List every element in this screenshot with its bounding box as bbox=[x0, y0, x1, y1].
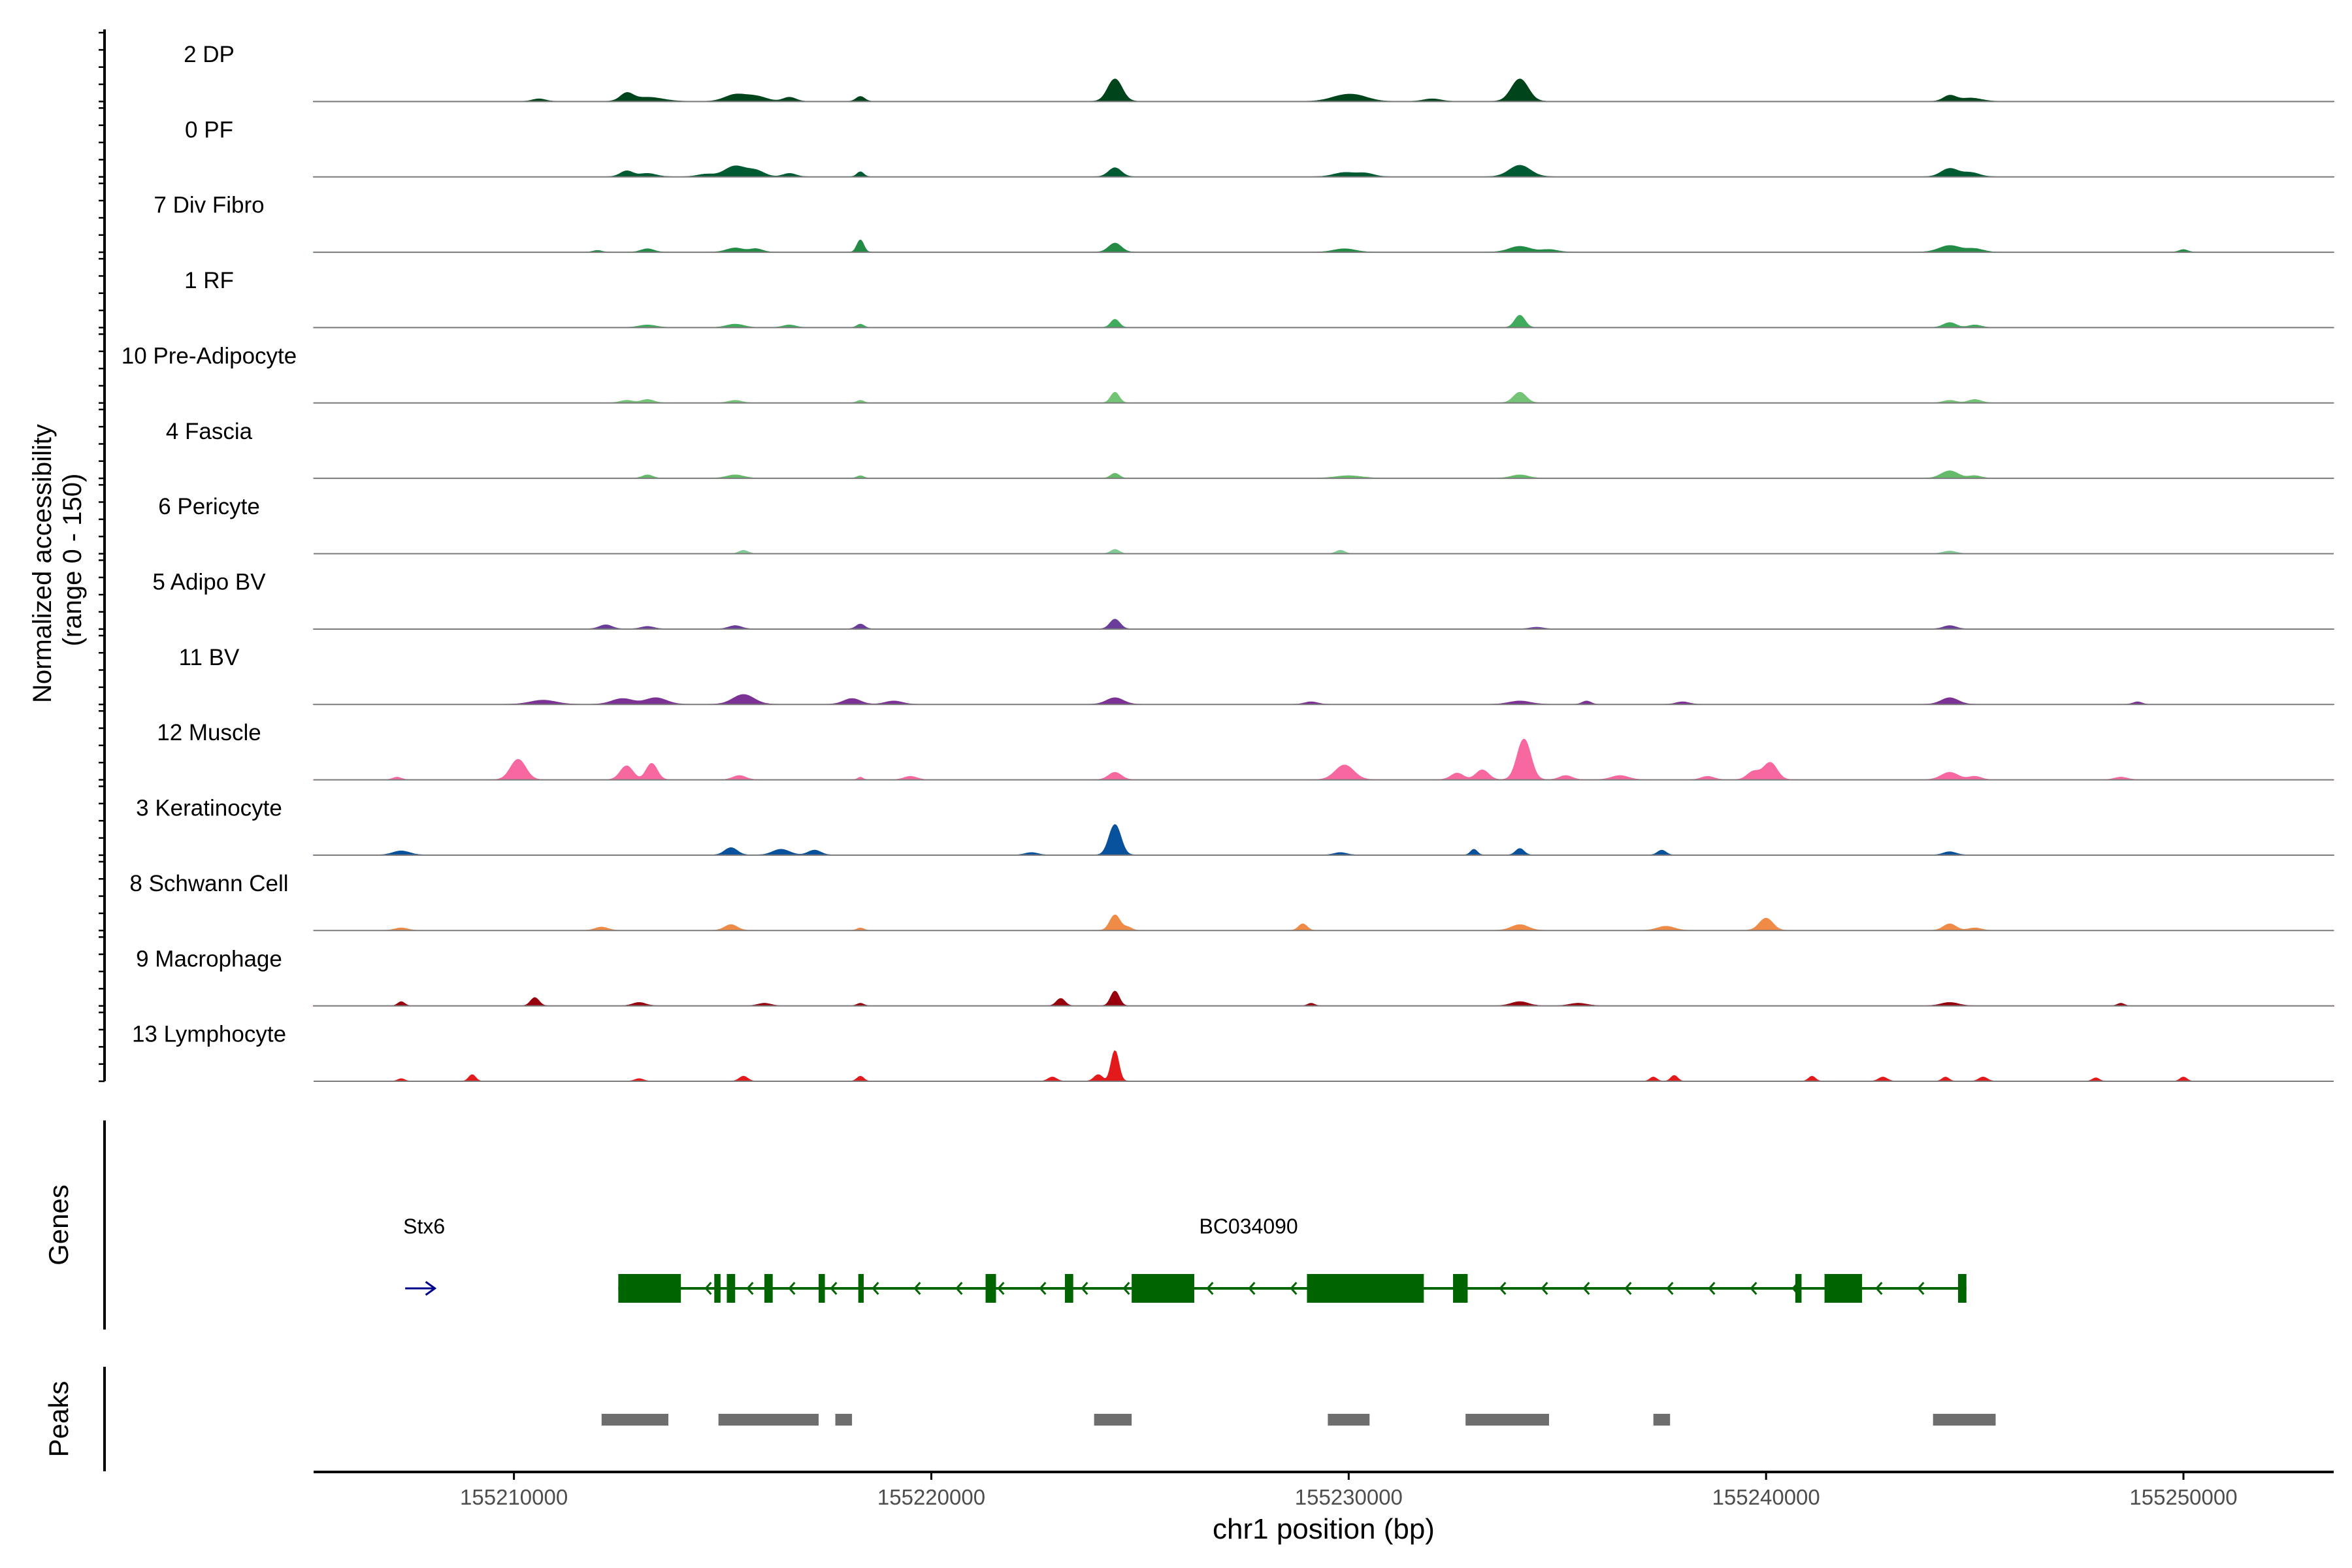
strand-chevron bbox=[1624, 1282, 1632, 1295]
peak-panel: Peaks bbox=[43, 1367, 1996, 1471]
strand-chevron bbox=[1499, 1282, 1507, 1295]
track-label: 5 Adipo BV bbox=[152, 570, 266, 595]
peak-region bbox=[1465, 1414, 1549, 1426]
peaks-panel-label: Peaks bbox=[43, 1381, 74, 1458]
strand-chevron bbox=[1708, 1282, 1716, 1295]
track-label: 9 Macrophage bbox=[136, 946, 282, 972]
track-label: 12 Muscle bbox=[157, 720, 261, 745]
track-label: 13 Lymphocyte bbox=[132, 1022, 286, 1047]
track-label: 7 Div Fibro bbox=[154, 193, 264, 218]
gene-label: Stx6 bbox=[403, 1215, 445, 1238]
strand-chevron bbox=[1206, 1282, 1214, 1295]
track-1-rf: 1 RF bbox=[99, 257, 2334, 329]
gene-exon bbox=[1795, 1274, 1802, 1303]
genes-panel-label: Genes bbox=[43, 1184, 74, 1266]
strand-chevron bbox=[788, 1282, 796, 1295]
x-tick-label: 155220000 bbox=[877, 1485, 985, 1509]
strand-chevron bbox=[1248, 1282, 1256, 1295]
gene-exon bbox=[1064, 1274, 1073, 1303]
track-label: 11 BV bbox=[179, 645, 240, 670]
track-label: 3 Keratinocyte bbox=[136, 796, 282, 821]
peak-region bbox=[1094, 1414, 1132, 1426]
track-label: 6 Pericyte bbox=[158, 494, 260, 519]
strand-chevron bbox=[1290, 1282, 1298, 1295]
track-label: 1 RF bbox=[184, 268, 234, 293]
track-13-lymphocyte: 13 Lymphocyte bbox=[99, 1011, 2334, 1083]
strand-chevron bbox=[704, 1282, 712, 1295]
x-tick-label: 155230000 bbox=[1295, 1485, 1403, 1509]
y-axis-label: Normalized accessibility (range 0 - 150) bbox=[28, 417, 87, 703]
track-9-macrophage: 9 Macrophage bbox=[99, 936, 2334, 1007]
gene-exon bbox=[618, 1274, 681, 1303]
track-2-dp: 2 DP bbox=[99, 31, 2334, 103]
track-12-muscle: 12 Muscle bbox=[99, 710, 2334, 781]
gene-panel: Genes Stx6 BC034090 bbox=[43, 1120, 1967, 1330]
peak-region bbox=[1933, 1414, 1996, 1426]
strand-chevron bbox=[1039, 1282, 1047, 1295]
strand-chevron bbox=[1122, 1282, 1130, 1295]
track-label: 0 PF bbox=[185, 117, 233, 142]
strand-chevron bbox=[1750, 1282, 1757, 1295]
strand-chevron bbox=[872, 1282, 879, 1295]
peak-region bbox=[601, 1414, 669, 1426]
strand-chevron bbox=[1541, 1282, 1548, 1295]
strand-chevron bbox=[1666, 1282, 1674, 1295]
strand-chevron bbox=[1081, 1282, 1088, 1295]
strand-chevron bbox=[913, 1282, 921, 1295]
track-label: 2 DP bbox=[184, 42, 235, 67]
gene-exon bbox=[1453, 1274, 1468, 1303]
track-4-fascia: 4 Fascia bbox=[99, 408, 2334, 480]
strand-chevron bbox=[746, 1282, 754, 1295]
track-label: 4 Fascia bbox=[166, 419, 253, 444]
x-tick-label: 155210000 bbox=[460, 1485, 568, 1509]
gene-exon bbox=[1307, 1274, 1424, 1303]
x-tick-label: 155250000 bbox=[2129, 1485, 2237, 1509]
track-label: 10 Pre-Adipocyte bbox=[122, 343, 297, 368]
track-7-div-fibro: 7 Div Fibro bbox=[99, 182, 2334, 253]
track-8-schwann-cell: 8 Schwann Cell bbox=[99, 860, 2334, 932]
x-axis: 155210000 155220000 155230000 155240000 1552… bbox=[314, 1471, 2334, 1509]
gene-exon bbox=[858, 1274, 864, 1303]
coverage-tracks: 2 DP 0 PF 7 Div Fibro 1 RF 10 Pre-Adipocyte 4… bbox=[99, 29, 2334, 1083]
strand-chevron bbox=[997, 1282, 1005, 1295]
strand-chevron bbox=[1917, 1282, 1925, 1295]
track-label: 8 Schwann Cell bbox=[129, 871, 288, 896]
gene-exon bbox=[1132, 1274, 1194, 1303]
peak-region bbox=[835, 1414, 853, 1426]
gene-exon bbox=[1824, 1274, 1863, 1303]
gene-stx6: Stx6 bbox=[403, 1215, 445, 1296]
gene-exon bbox=[764, 1274, 773, 1303]
track-3-keratinocyte: 3 Keratinocyte bbox=[99, 785, 2334, 857]
track-0-pf: 0 PF bbox=[99, 107, 2334, 178]
track-11-bv: 11 BV bbox=[99, 634, 2334, 706]
gene-label: BC034090 bbox=[1199, 1215, 1298, 1238]
track-10-pre-adipocyte: 10 Pre-Adipocyte bbox=[99, 333, 2334, 404]
strand-chevron bbox=[830, 1282, 838, 1295]
gene-bc034090: BC034090 bbox=[618, 1215, 1967, 1303]
y-axis-label-line1: Normalized accessibility bbox=[28, 424, 57, 703]
peak-region bbox=[1328, 1414, 1370, 1426]
strand-chevron bbox=[955, 1282, 963, 1295]
gene-exon bbox=[1958, 1274, 1967, 1303]
strand-chevron bbox=[1582, 1282, 1590, 1295]
x-tick-label: 155240000 bbox=[1712, 1485, 1820, 1509]
strand-chevron bbox=[1875, 1282, 1883, 1295]
peak-region bbox=[1653, 1414, 1671, 1426]
gene-exon bbox=[985, 1274, 996, 1303]
gene-exon bbox=[819, 1274, 825, 1303]
track-5-adipo-bv: 5 Adipo BV bbox=[99, 559, 2334, 630]
y-axis-label-line2: (range 0 - 150) bbox=[58, 474, 87, 647]
track-6-pericyte: 6 Pericyte bbox=[99, 483, 2334, 555]
gene-exon bbox=[714, 1274, 721, 1303]
peak-region bbox=[718, 1414, 819, 1426]
gene-exon bbox=[727, 1274, 736, 1303]
gene-arrowhead bbox=[425, 1281, 437, 1296]
x-axis-label: chr1 position (bp) bbox=[1213, 1513, 1435, 1545]
